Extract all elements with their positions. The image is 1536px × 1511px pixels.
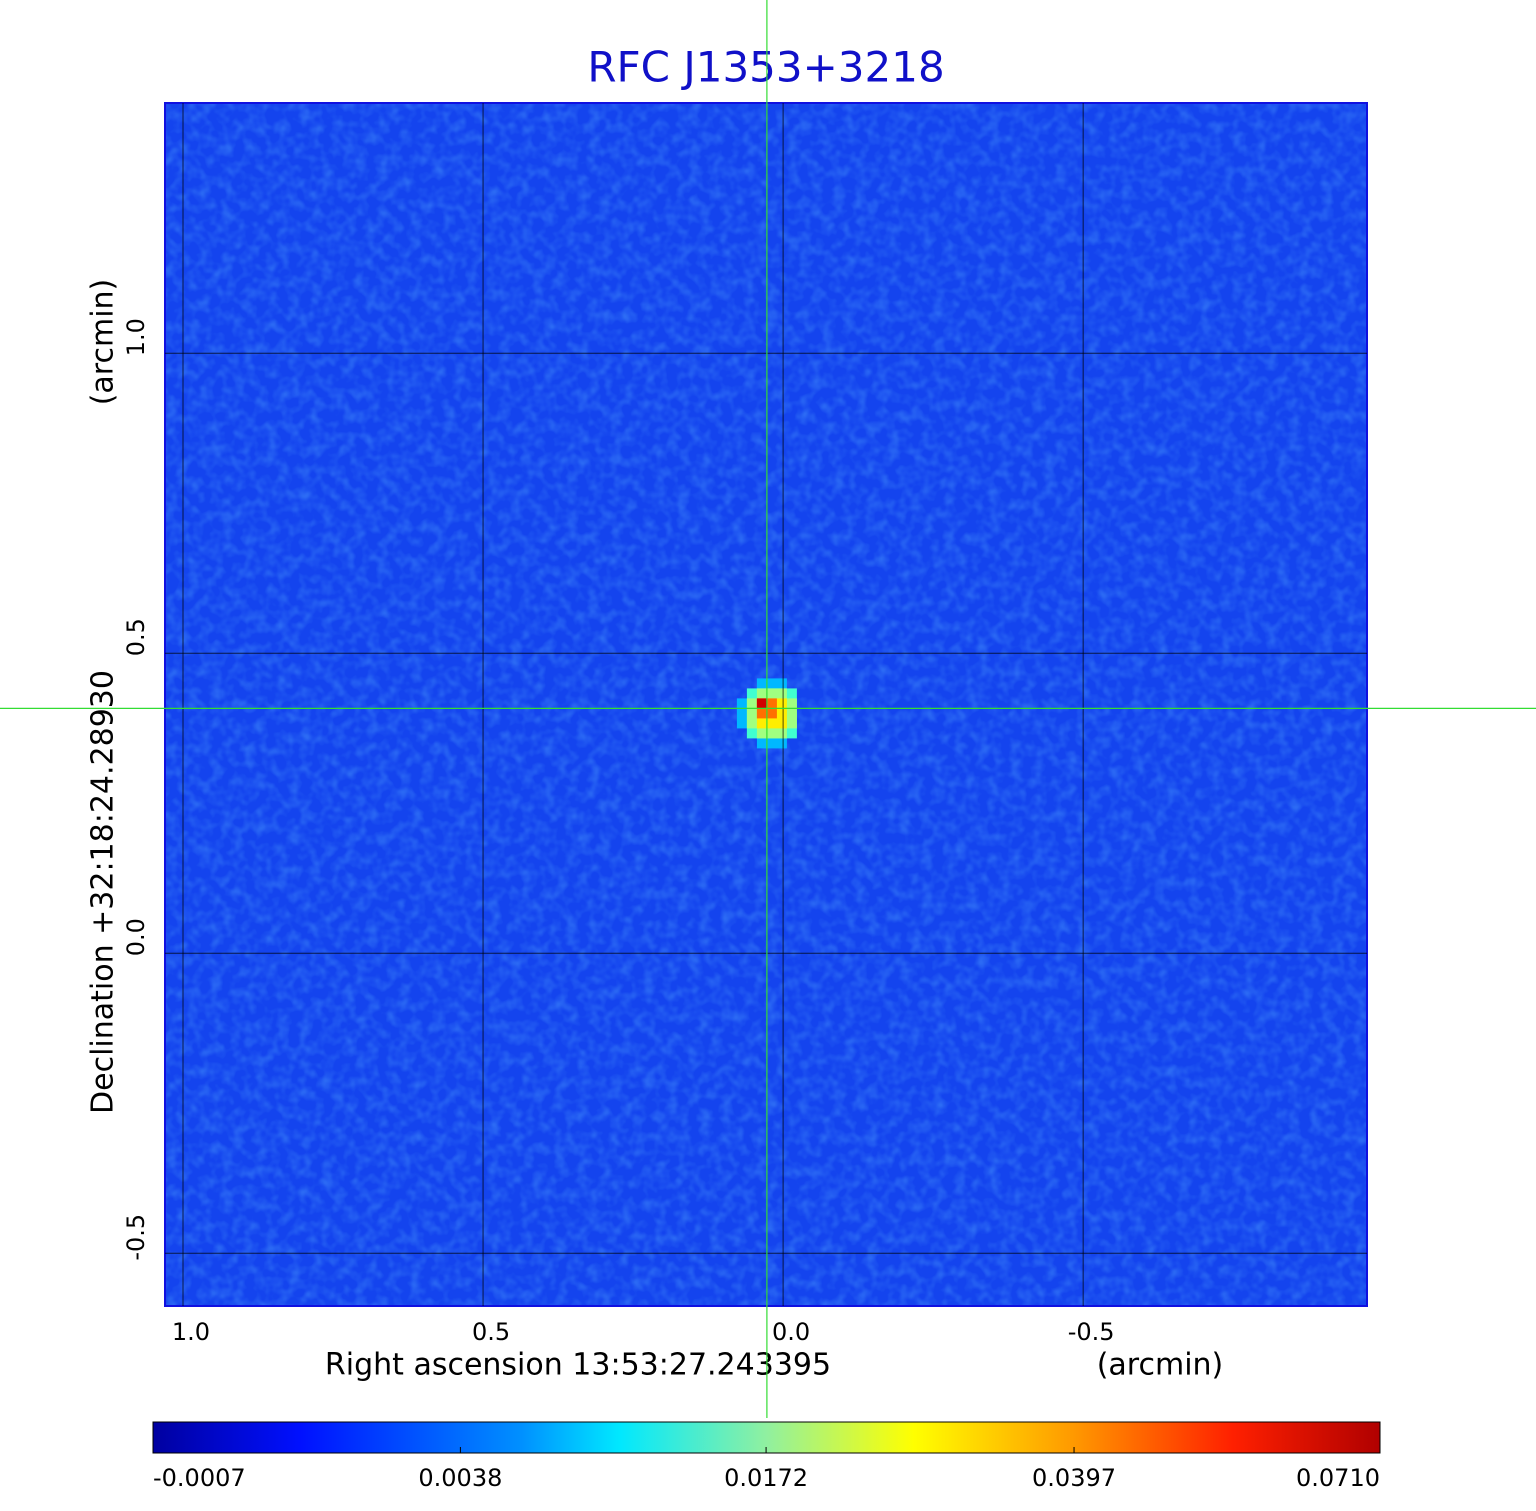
x-tick-label: 0.0: [772, 1318, 810, 1346]
colorbar-tick-label: 0.0038: [418, 1464, 502, 1492]
y-axis-unit: (arcmin): [86, 279, 121, 406]
x-axis-unit: (arcmin): [1097, 1348, 1224, 1383]
colorbar-tick-label: -0.0007: [153, 1464, 246, 1492]
colorbar-tick-label: 0.0397: [1032, 1464, 1116, 1492]
x-tick-label: 0.5: [472, 1318, 510, 1346]
chart-title: RFC J1353+3218: [587, 43, 944, 92]
y-tick-label: 0.0: [122, 918, 150, 956]
x-axis-label: Right ascension 13:53:27.243395: [325, 1348, 831, 1383]
y-tick-label: 0.5: [122, 618, 150, 656]
y-tick-label: 1.0: [122, 318, 150, 356]
x-tick-label: -0.5: [1068, 1318, 1115, 1346]
image-border: [164, 102, 1368, 1307]
y-tick-label: -0.5: [122, 1214, 150, 1261]
y-axis-label: Declination +32:18:24.28930: [86, 670, 121, 1114]
colorbar-tick-label: 0.0710: [1296, 1464, 1380, 1492]
colorbar-tick-label: 0.0172: [724, 1464, 808, 1492]
x-tick-label: 1.0: [172, 1318, 210, 1346]
source-pixel: [756, 698, 767, 709]
